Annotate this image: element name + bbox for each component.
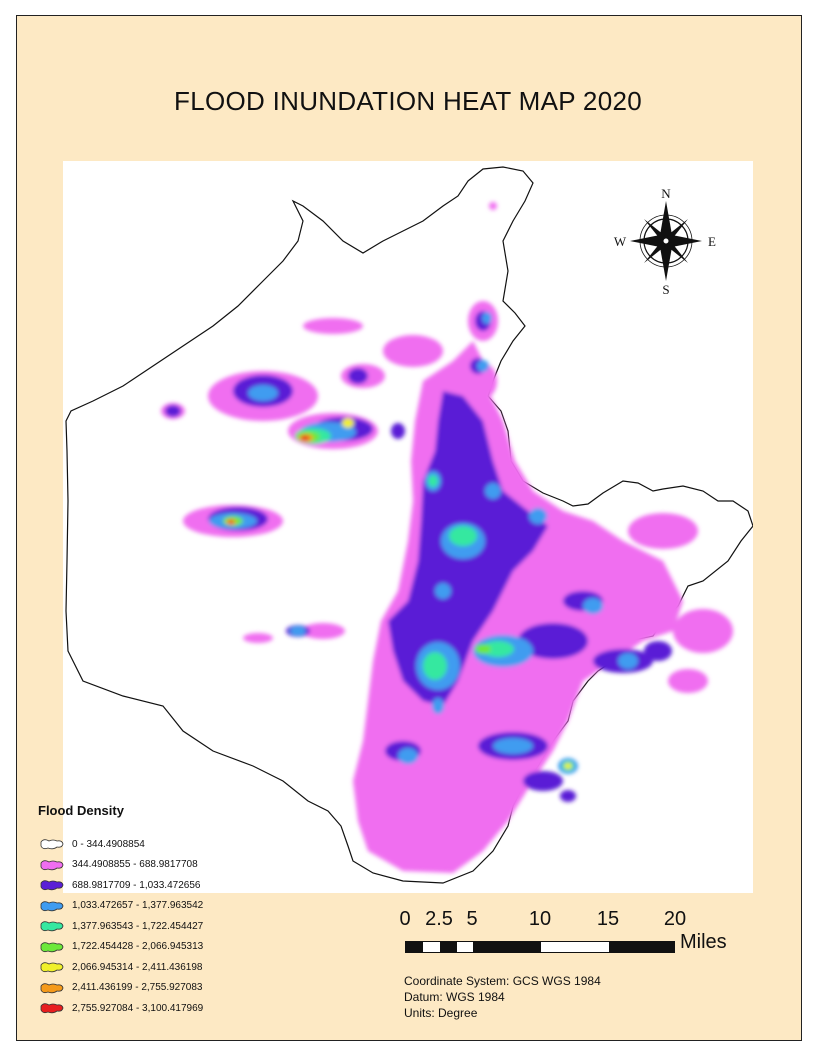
scale-tick-15: 15 <box>596 908 620 930</box>
scale-tick-20: 20 <box>663 908 687 930</box>
legend-item: 344.4908855 - 688.9817708 <box>38 855 318 876</box>
legend-label: 0 - 344.4908854 <box>72 838 145 850</box>
legend-item: 2,066.945314 - 2,411.436198 <box>38 957 318 978</box>
legend-swatch <box>40 839 64 850</box>
legend-swatch <box>40 921 64 932</box>
compass-s: S <box>662 282 669 296</box>
map-title: FLOOD INUNDATION HEAT MAP 2020 <box>174 86 642 116</box>
scale-tick-0: 0 <box>399 908 411 930</box>
compass-n: N <box>661 186 671 201</box>
legend-label: 1,377.963543 - 1,722.454427 <box>72 920 204 932</box>
scale-tick-5: 5 <box>466 908 478 930</box>
legend-swatch <box>40 983 64 993</box>
legend-swatch <box>40 880 64 891</box>
datum: Datum: WGS 1984 <box>404 990 505 1004</box>
legend-swatch <box>40 962 64 973</box>
coordinate-info: Coordinate System: GCS WGS 1984 Datum: W… <box>404 973 601 1021</box>
scale-bar: 0 2.5 5 10 15 20 Miles <box>395 908 775 958</box>
legend-item: 1,377.963543 - 1,722.454427 <box>38 916 318 937</box>
scale-tick-10: 10 <box>528 908 552 930</box>
scale-bar-graphic <box>405 941 675 953</box>
legend-label: 344.4908855 - 688.9817708 <box>72 859 198 871</box>
legend-items: 0 - 344.4908854 344.4908855 - 688.9817708… <box>38 834 318 1019</box>
legend-item: 1,033.472657 - 1,377.963542 <box>38 896 318 917</box>
legend-swatch <box>40 860 64 870</box>
legend-label: 2,755.927084 - 3,100.417969 <box>72 1002 204 1014</box>
scale-tick-2-5: 2.5 <box>425 908 453 930</box>
legend-label: 2,066.945314 - 2,411.436198 <box>72 961 203 973</box>
legend-item: 2,755.927084 - 3,100.417969 <box>38 998 318 1019</box>
coordinate-system: Coordinate System: GCS WGS 1984 <box>404 974 601 988</box>
legend-swatch <box>40 942 64 952</box>
legend-label: 1,722.454428 - 2,066.945313 <box>72 941 204 953</box>
legend-item: 2,411.436199 - 2,755.927083 <box>38 978 318 999</box>
legend: Flood Density 0 - 344.4908854 344.4908855… <box>38 803 318 1019</box>
units: Units: Degree <box>404 1006 478 1020</box>
legend-label: 1,033.472657 - 1,377.963542 <box>72 900 204 912</box>
compass-w: W <box>614 234 627 249</box>
legend-label: 2,411.436199 - 2,755.927083 <box>72 982 203 994</box>
legend-item: 1,722.454428 - 2,066.945313 <box>38 937 318 958</box>
compass-e: E <box>708 234 716 249</box>
legend-swatch <box>40 1003 64 1014</box>
legend-swatch <box>40 901 64 911</box>
compass-rose-icon <box>630 201 702 281</box>
scale-unit: Miles <box>680 931 727 953</box>
legend-item: 0 - 344.4908854 <box>38 834 318 855</box>
legend-title: Flood Density <box>38 803 124 818</box>
heat-map <box>65 166 753 884</box>
density-hotspots <box>223 418 572 769</box>
legend-label: 688.9817709 - 1,033.472656 <box>72 879 201 891</box>
north-arrow: N S E W <box>614 186 716 296</box>
legend-item: 688.9817709 - 1,033.472656 <box>38 875 318 896</box>
